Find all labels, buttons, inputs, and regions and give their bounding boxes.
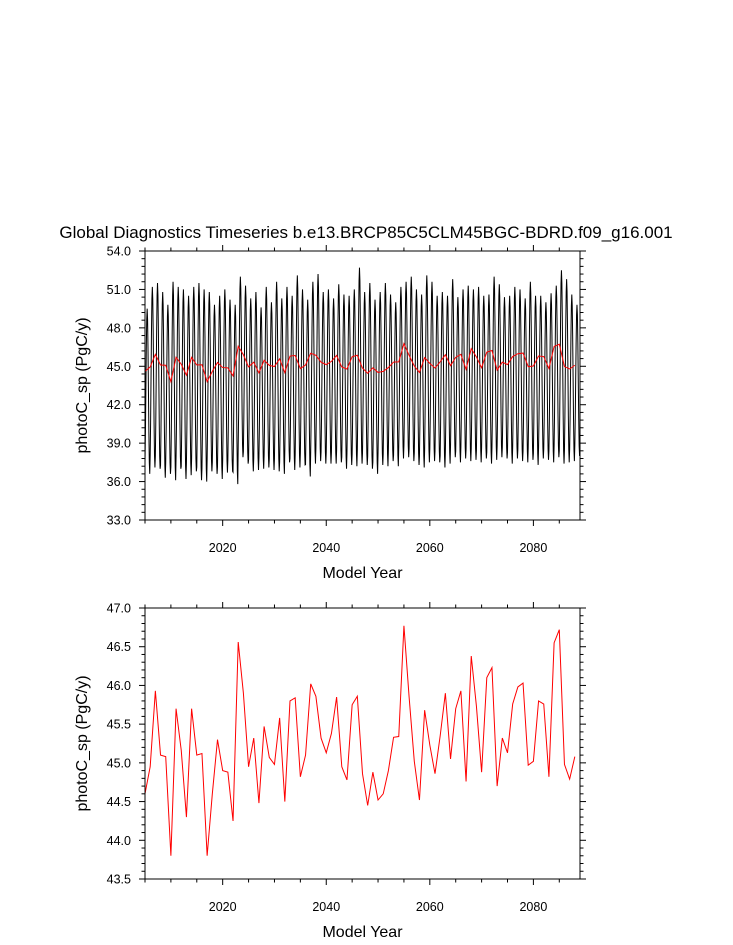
bottom-y-tick-label: 46.0: [107, 679, 131, 693]
bottom-tick-labels: 2020 2040 2060 2080 43.5 44.0 44.5 45.0 45.5 46.0…: [107, 602, 548, 915]
bottom-y-axis-label: photoC_sp (PgC/y): [74, 675, 91, 811]
bottom-x-axis-label: Model Year: [322, 924, 403, 941]
top-x-tick-label: 2080: [519, 541, 547, 555]
top-annual-mean-line: [144, 342, 576, 384]
top-y-tick-label: 45.0: [107, 360, 131, 374]
top-plot-frame: [144, 250, 581, 521]
bottom-y-tick-label: 45.0: [107, 756, 131, 770]
top-x-tick-label: 2020: [209, 541, 237, 555]
bottom-series: [144, 625, 576, 856]
top-monthly-series-line: [144, 267, 581, 485]
top-y-tick-label: 39.0: [107, 437, 131, 451]
bottom-x-tick-label: 2020: [209, 900, 237, 914]
bottom-x-tick-label: 2080: [519, 900, 547, 914]
bottom-annual-mean-line: [144, 625, 576, 856]
bottom-x-tick-label: 2040: [312, 900, 340, 914]
bottom-y-tick-label: 43.5: [107, 873, 131, 887]
top-x-tick-label: 2040: [312, 541, 340, 555]
top-tick-labels: 2020 2040 2060 2080 33.0 36.0 39.0 42.0 45.0 48.0…: [107, 245, 548, 556]
bottom-x-tick-label: 2060: [416, 900, 444, 914]
top-y-axis-label: photoC_sp (PgC/y): [74, 317, 91, 453]
bottom-y-tick-label: 47.0: [107, 602, 131, 616]
bottom-y-tick-label: 45.5: [107, 718, 131, 732]
top-y-tick-label: 42.0: [107, 398, 131, 412]
top-y-tick-label: 36.0: [107, 475, 131, 489]
top-y-tick-label: 33.0: [107, 514, 131, 528]
bottom-panel: 2020 2040 2060 2080 43.5 44.0 44.5 45.0 45.5 46.0…: [74, 602, 586, 941]
top-y-tick-label: 54.0: [107, 245, 131, 259]
bottom-y-tick-label: 46.5: [107, 640, 131, 654]
top-series: [144, 267, 581, 485]
top-x-tick-label: 2060: [416, 541, 444, 555]
top-x-axis-label: Model Year: [322, 565, 403, 582]
top-y-tick-label: 51.0: [107, 283, 131, 297]
figure-title: Global Diagnostics Timeseries b.e13.BRCP…: [59, 223, 672, 242]
bottom-plot-frame: [144, 607, 581, 880]
top-panel: 2020 2040 2060 2080 33.0 36.0 39.0 42.0 45.0 48.0…: [74, 245, 586, 582]
top-y-tick-label: 48.0: [107, 321, 131, 335]
top-ticks: [139, 245, 586, 526]
bottom-y-tick-label: 44.0: [107, 834, 131, 848]
bottom-y-tick-label: 44.5: [107, 795, 131, 809]
bottom-ticks: [139, 602, 586, 885]
